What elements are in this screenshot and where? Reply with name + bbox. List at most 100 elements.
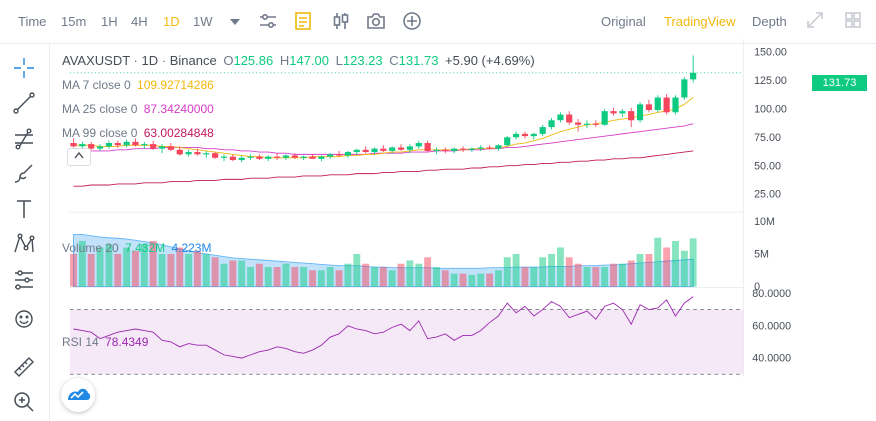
volume-bar [238,260,246,287]
interval-1h[interactable]: 1H [101,14,118,29]
chevron-up-icon [74,151,84,159]
candle [274,153,281,161]
candle-body [96,146,104,149]
exchange: Binance [169,53,217,68]
interval-15m[interactable]: 15m [61,14,87,29]
close-label: C [389,53,399,68]
candle [291,153,298,159]
candle [583,120,591,129]
text-icon[interactable] [12,197,36,221]
candle-body [274,156,281,158]
candle-body [114,143,121,146]
candle [123,139,130,148]
candle-body [132,141,139,146]
volume-bar [300,267,308,287]
crosshair-icon[interactable] [12,56,36,80]
candle [105,140,113,149]
volume-bar [379,267,387,287]
candle [610,107,617,116]
candle [362,146,369,154]
volume-legend: Volume 20 7.432M 4.223M [62,241,211,255]
candle-body [362,149,369,153]
volume-bar [123,247,131,287]
volume-bar [78,240,86,287]
grid-icon[interactable] [844,11,862,32]
candle-body [654,97,661,111]
chart-canvas[interactable]: 150.00125.00100.0075.0050.0025.0010M5M08… [0,0,824,377]
interval-1d[interactable]: 1D [163,14,180,29]
candle [415,140,422,149]
tradingview-logo-button[interactable] [61,378,95,412]
candle-body [229,156,236,161]
price-tick-label: 100.00 [754,103,787,115]
candle [141,141,148,149]
view-tradingview[interactable]: TradingView [664,14,736,29]
zoom-in-icon[interactable] [12,390,36,414]
rsi-tick-label: 60.0000 [752,320,791,332]
collapse-legend-button[interactable] [67,148,91,166]
volume-bar [96,247,104,287]
candle [424,140,431,153]
low-label: L [335,53,343,68]
rsi-tick-label: 40.0000 [752,353,791,365]
drawing-toolbar [0,44,50,421]
ma25-value: 87.34240000 [143,102,214,116]
camera-icon[interactable] [366,11,386,34]
volume-bar [468,274,476,287]
volume-bars [70,237,697,287]
candle [150,140,157,150]
volume-bar [610,263,617,287]
ma99-line [73,150,694,187]
candle-body [477,147,484,149]
volume-bar [433,267,440,287]
rsi-tick-label: 80.0000 [752,288,791,300]
volume-bar [114,253,122,287]
candle-body [291,155,298,158]
candle-body [663,97,670,113]
volume-bar [441,270,449,287]
candle [247,154,254,161]
rsi-label: RSI 14 [62,335,99,349]
volume-bar [167,253,175,287]
fib-icon[interactable] [12,127,36,151]
brush-icon[interactable] [12,162,36,186]
chevron-down-icon[interactable] [229,16,241,30]
trend-line-icon[interactable] [12,91,36,115]
candle-type-icon[interactable] [331,11,351,34]
measure-icon[interactable] [12,268,36,292]
view-depth[interactable]: Depth [752,14,787,29]
candle [300,155,307,161]
rsi-legend: RSI 14 78.4349 [62,335,148,349]
candle-body [389,147,396,151]
volume-bar [521,267,529,287]
candle-body [521,133,529,137]
ma99-value: 63.00284848 [143,126,214,140]
sliders-icon[interactable] [258,11,278,34]
volume-bar [663,247,671,287]
indicator-icon[interactable] [294,11,312,34]
pattern-icon[interactable] [12,232,36,256]
volume-bar [477,273,485,287]
emoji-icon[interactable] [12,307,36,331]
volume-bar [592,267,600,287]
candle [654,95,661,113]
volume-bar [486,273,494,287]
ruler-icon[interactable] [12,355,36,379]
candle [389,146,396,154]
candle [158,144,166,154]
add-circle-icon[interactable] [402,11,422,34]
candle-body [150,144,157,149]
candle [238,155,245,163]
candle-body [70,143,77,147]
volume-bar [185,253,193,287]
candle [203,150,210,158]
candle [344,150,352,158]
view-original[interactable]: Original [601,14,646,29]
interval-1w[interactable]: 1W [193,14,213,29]
interval-time[interactable]: Time [18,14,47,29]
interval-4h[interactable]: 4H [131,14,148,29]
expand-icon[interactable] [806,11,824,32]
volume-bar [574,263,582,287]
ma99-legend: MA 99 close 0 63.00284848 [62,126,214,140]
candle [265,155,272,162]
